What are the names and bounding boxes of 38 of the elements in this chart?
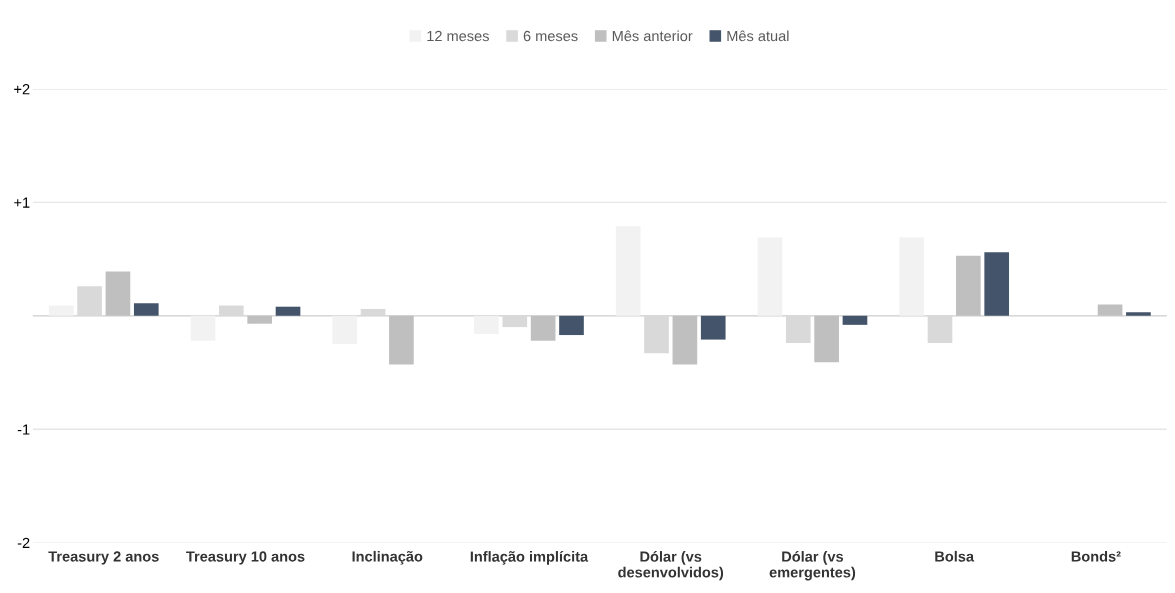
x-tick-label: Inflação implícita <box>470 550 589 565</box>
x-tick-label: Dólar (vs desenvolvidos) <box>618 550 724 581</box>
bar <box>105 271 131 316</box>
bar <box>275 306 301 316</box>
bar <box>615 226 641 316</box>
y-tick-label: -1 <box>17 424 30 435</box>
y-tick-label: -2 <box>17 537 30 548</box>
bar <box>984 252 1010 316</box>
bar <box>389 315 414 365</box>
bar <box>672 315 698 365</box>
legend-label: Mês atual <box>727 30 789 42</box>
bar <box>133 303 159 316</box>
x-tick-label: Dólar (vs emergentes) <box>769 550 856 581</box>
legend-label: Mês anterior <box>612 30 693 42</box>
bar <box>1126 312 1151 316</box>
y-tick-label: +1 <box>14 197 30 208</box>
bar <box>956 255 981 316</box>
bar <box>332 315 358 345</box>
bar <box>190 315 216 341</box>
x-tick-label: Bonds² <box>1071 550 1121 562</box>
bar <box>814 315 839 363</box>
bar <box>247 315 273 324</box>
legend-label: 12 meses <box>427 30 489 42</box>
legend-label: 6 meses <box>523 30 578 42</box>
bar <box>474 315 499 334</box>
bar <box>899 237 924 316</box>
bar <box>530 315 556 341</box>
x-tick-label: Bolsa <box>935 550 975 562</box>
bar <box>559 315 584 336</box>
y-tick-label: +2 <box>14 84 30 95</box>
bar <box>700 315 726 340</box>
x-tick-label: Treasury 10 anos <box>186 551 305 565</box>
bar <box>1097 304 1123 316</box>
x-tick-label: Treasury 2 anos <box>48 551 159 565</box>
bar <box>842 315 868 325</box>
bar <box>48 305 74 316</box>
bar <box>757 237 783 316</box>
x-tick-label: Inclinação <box>352 550 423 565</box>
